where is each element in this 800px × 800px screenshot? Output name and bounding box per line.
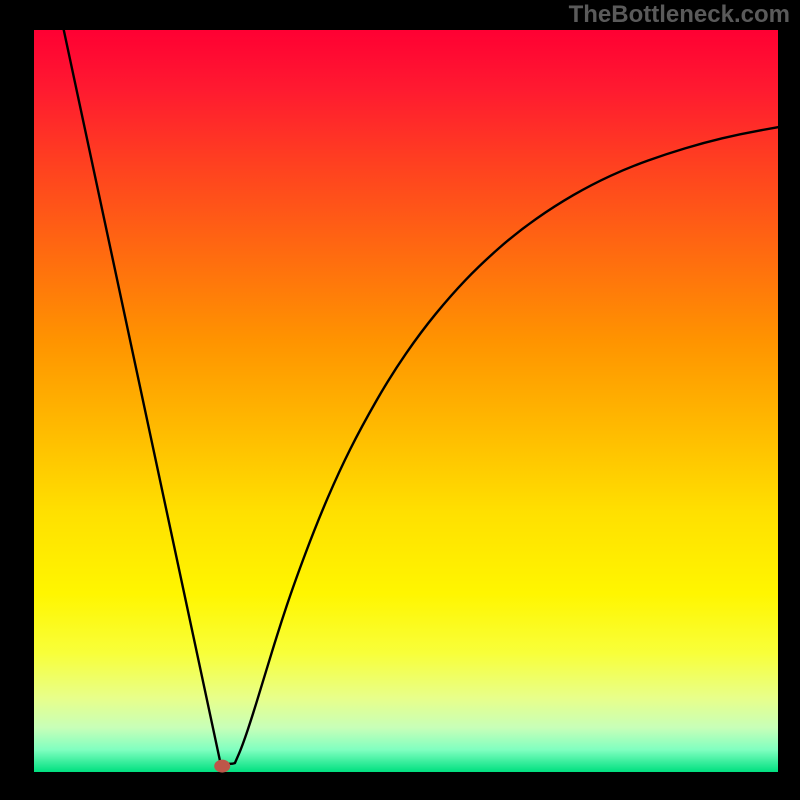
- optimal-point-marker: [214, 760, 230, 773]
- bottleneck-chart: TheBottleneck.com: [0, 0, 800, 800]
- plot-area: [34, 30, 778, 772]
- attribution-text: TheBottleneck.com: [569, 1, 790, 28]
